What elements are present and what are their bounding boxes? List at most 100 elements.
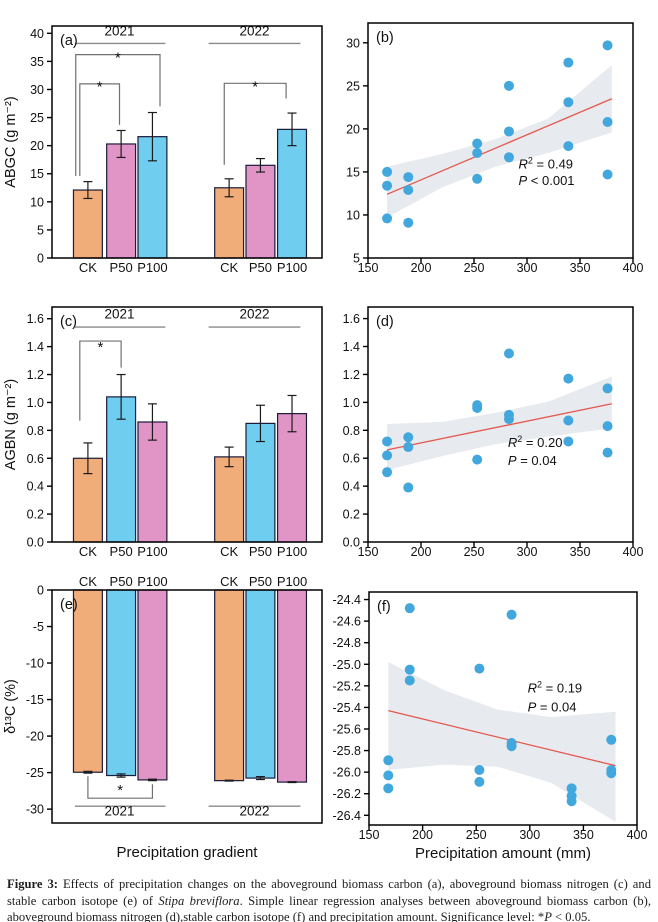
significance-star: * (117, 782, 123, 799)
x-tick-label: 250 (464, 545, 485, 559)
data-point (474, 764, 485, 775)
y-tick-label: 5 (37, 223, 44, 237)
y-tick-label: 0.4 (343, 480, 360, 494)
bar-CK (72, 589, 103, 773)
y-tick-label: 0.0 (343, 536, 360, 550)
category-label: P100 (137, 260, 167, 275)
significance-star: * (98, 339, 104, 356)
data-point (563, 415, 574, 426)
x-tick-label: 300 (517, 545, 538, 559)
panel-c-agbn-bar-chart: CK P50 P100 CK P50 P100 2021 2022 * 0.0 0.2 0.4 0.6 0… (3, 306, 323, 559)
caption-label: Figure 3: (7, 877, 58, 891)
y-tick-label: 0.8 (343, 424, 360, 438)
data-point (563, 57, 574, 68)
x-tick-label: 250 (464, 261, 485, 275)
y-tick-label: 30 (346, 36, 360, 50)
data-point (474, 776, 485, 787)
significance-star: * (97, 79, 103, 96)
data-point (563, 373, 574, 384)
x-axis-title: Precipitation gradient (117, 844, 259, 861)
stats-annotation: R2 = 0.19 (528, 679, 583, 695)
bar-P100 (137, 589, 168, 781)
data-point (383, 783, 394, 794)
data-point (382, 166, 393, 177)
y-tick-label: -25.8 (333, 744, 362, 758)
y-tick-label: 30 (30, 83, 44, 97)
confidence-band (387, 376, 612, 471)
y-tick-label: 1.2 (343, 368, 360, 382)
bar-P50 (245, 589, 276, 779)
regression-line (386, 403, 612, 451)
data-point (472, 138, 483, 149)
bar-P50 (106, 589, 137, 777)
y-tick-label: -10 (26, 657, 44, 671)
bar-P100 (276, 589, 308, 783)
data-point (563, 97, 574, 108)
bar-P50 (106, 143, 137, 259)
plot-frame (367, 22, 634, 259)
data-point (503, 80, 514, 91)
year-label: 2022 (239, 24, 269, 39)
y-tick-label: 0.8 (27, 424, 44, 438)
bar-P100 (276, 413, 308, 543)
category-label: CK (79, 574, 97, 589)
y-tick-label: 0.4 (27, 480, 44, 494)
stats-annotation: R2 = 0.49 (519, 155, 574, 171)
significance-bracket (87, 776, 154, 799)
y-tick-label: 1.4 (343, 340, 360, 354)
bar-P50 (245, 164, 276, 259)
regression-line (388, 710, 616, 767)
x-tick-label: 150 (358, 545, 379, 559)
data-point (383, 755, 394, 766)
category-label: CK (220, 544, 238, 559)
plot-frame (51, 306, 323, 543)
y-tick-label: 0 (37, 252, 44, 266)
panel-label: (e) (60, 597, 78, 613)
y-tick-label: 5 (353, 252, 360, 266)
y-tick-label: 35 (30, 55, 44, 69)
y-tick-label: -26.0 (333, 766, 362, 780)
panel-label: (d) (376, 314, 394, 330)
data-point (503, 414, 514, 425)
data-point (602, 421, 613, 432)
category-label: P50 (110, 574, 133, 589)
data-point (403, 184, 414, 195)
significance-star: * (115, 50, 121, 67)
x-tick-label: 350 (570, 545, 591, 559)
y-tick-label: 0.2 (27, 508, 44, 522)
data-point (474, 663, 485, 674)
y-tick-label: -15 (26, 693, 44, 707)
data-point (383, 770, 394, 781)
y-tick-label: 1.6 (343, 312, 360, 326)
data-point (403, 482, 414, 493)
y-axis-title: δ¹³C (%) (3, 679, 19, 734)
data-point (563, 436, 574, 447)
significance-bracket (79, 340, 122, 421)
data-point (602, 169, 613, 180)
panel-e-d13c-bar-chart: CK P50 P100 CK P50 P100 2021 2022 * 0 -5 -10 -15 -20 -… (3, 574, 323, 861)
y-tick-label: 0.6 (27, 452, 44, 466)
x-tick-label: 200 (411, 545, 432, 559)
significance-bracket (223, 82, 287, 165)
panel-f-d13c-scatter-plot: R2 = 0.19 P = 0.04 150 200 250 300 350 400 -24.4… (333, 591, 647, 862)
x-tick-label: 150 (359, 828, 380, 842)
y-tick-label: -26.2 (333, 787, 362, 801)
y-tick-label: 25 (346, 79, 360, 93)
category-label: P50 (110, 260, 133, 275)
y-tick-label: -30 (26, 803, 44, 817)
panel-d-agbn-scatter-plot: R2 = 0.20 P = 0.04 150 200 250 300 350 400 0.0 0.… (343, 306, 643, 559)
x-tick-label: 350 (570, 261, 591, 275)
x-tick-label: 350 (573, 828, 594, 842)
category-label: P100 (137, 544, 167, 559)
category-label: P100 (137, 574, 167, 589)
x-tick-label: 400 (623, 261, 644, 275)
data-point (506, 741, 517, 752)
y-tick-label: 0.0 (27, 536, 44, 550)
y-tick-label: -25.0 (333, 658, 362, 672)
significance-bracket (75, 54, 161, 176)
y-tick-label: 1.6 (27, 312, 44, 326)
y-tick-label: 0.2 (343, 508, 360, 522)
y-tick-label: -5 (33, 620, 44, 634)
data-point (606, 734, 617, 745)
